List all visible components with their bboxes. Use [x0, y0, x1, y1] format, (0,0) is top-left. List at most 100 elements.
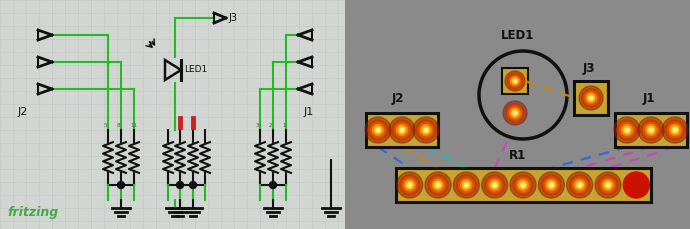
Text: 2: 2 [269, 123, 273, 128]
Circle shape [662, 117, 688, 143]
Circle shape [513, 111, 517, 115]
Circle shape [604, 181, 611, 189]
Circle shape [546, 179, 557, 191]
Circle shape [397, 172, 423, 198]
Circle shape [589, 96, 593, 100]
Bar [366, 113, 438, 147]
Circle shape [489, 179, 500, 191]
Circle shape [503, 101, 527, 125]
Circle shape [649, 128, 653, 132]
Circle shape [512, 78, 518, 84]
Circle shape [507, 73, 523, 89]
Circle shape [430, 177, 446, 193]
Circle shape [461, 179, 472, 191]
Circle shape [669, 124, 680, 136]
Circle shape [579, 86, 603, 110]
Circle shape [482, 172, 508, 198]
Circle shape [456, 175, 477, 195]
Text: LED1: LED1 [501, 29, 534, 42]
Circle shape [606, 183, 610, 187]
Circle shape [586, 93, 596, 103]
Circle shape [505, 71, 525, 91]
Circle shape [576, 181, 583, 189]
Circle shape [413, 117, 439, 143]
Circle shape [665, 120, 685, 140]
Circle shape [511, 77, 520, 85]
Circle shape [513, 79, 517, 82]
Circle shape [433, 179, 444, 191]
Text: 1: 1 [282, 123, 286, 128]
Circle shape [420, 124, 431, 136]
Circle shape [435, 181, 442, 189]
Circle shape [509, 75, 521, 87]
Circle shape [408, 183, 412, 187]
Circle shape [572, 177, 587, 193]
Circle shape [424, 128, 428, 132]
Circle shape [641, 120, 661, 140]
Circle shape [389, 117, 415, 143]
Circle shape [464, 183, 469, 187]
Circle shape [400, 175, 420, 195]
Circle shape [673, 128, 677, 132]
Bar [615, 113, 687, 147]
Circle shape [602, 179, 613, 191]
Text: R1: R1 [509, 149, 526, 162]
Circle shape [117, 182, 124, 188]
Circle shape [625, 128, 629, 132]
Circle shape [436, 183, 440, 187]
Circle shape [544, 177, 559, 193]
Circle shape [619, 122, 635, 138]
Text: 3: 3 [256, 123, 259, 128]
Circle shape [487, 177, 502, 193]
Circle shape [520, 181, 526, 189]
Text: LED1: LED1 [184, 65, 207, 74]
Circle shape [479, 51, 567, 139]
Bar [502, 68, 528, 94]
Circle shape [459, 177, 474, 193]
Circle shape [398, 126, 406, 134]
Text: 5: 5 [104, 123, 108, 128]
Circle shape [402, 177, 417, 193]
Circle shape [493, 183, 497, 187]
Circle shape [512, 110, 518, 116]
Circle shape [588, 95, 594, 101]
Circle shape [428, 175, 448, 195]
Circle shape [518, 179, 529, 191]
Circle shape [600, 177, 615, 193]
Circle shape [392, 120, 412, 140]
Circle shape [667, 122, 683, 138]
Text: J2: J2 [18, 107, 28, 117]
Circle shape [582, 89, 600, 107]
Circle shape [491, 181, 498, 189]
Circle shape [418, 122, 434, 138]
Circle shape [566, 172, 593, 198]
Circle shape [368, 120, 388, 140]
Circle shape [541, 175, 562, 195]
Circle shape [671, 126, 679, 134]
Text: J3: J3 [228, 13, 237, 23]
Circle shape [598, 175, 618, 195]
Bar [574, 81, 608, 115]
Circle shape [647, 126, 655, 134]
Circle shape [538, 172, 564, 198]
Circle shape [365, 117, 391, 143]
Circle shape [521, 183, 525, 187]
Circle shape [617, 120, 637, 140]
Text: J3: J3 [583, 62, 595, 75]
Circle shape [645, 124, 657, 136]
Text: J1: J1 [304, 107, 314, 117]
Bar [395, 168, 651, 202]
Circle shape [416, 120, 436, 140]
Circle shape [510, 108, 520, 118]
Circle shape [270, 182, 277, 188]
Text: J2: J2 [392, 92, 404, 105]
Circle shape [506, 104, 524, 122]
Circle shape [375, 126, 382, 134]
Circle shape [397, 124, 408, 136]
Circle shape [549, 183, 553, 187]
Circle shape [515, 177, 531, 193]
Circle shape [422, 126, 430, 134]
Circle shape [595, 172, 621, 198]
Circle shape [574, 179, 585, 191]
Circle shape [373, 124, 384, 136]
